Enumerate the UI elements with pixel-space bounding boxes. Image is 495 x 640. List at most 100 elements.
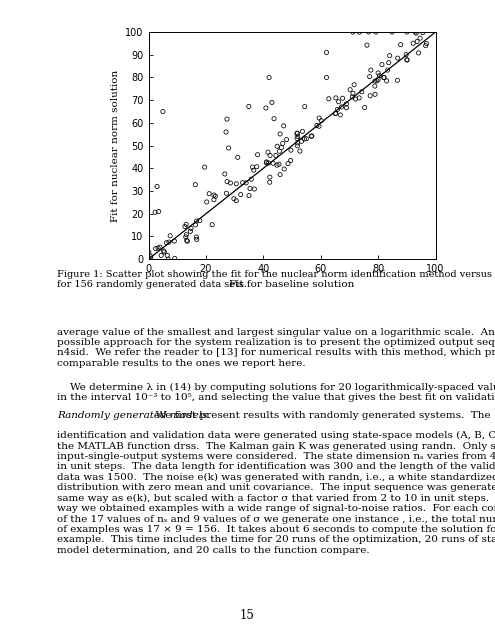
Point — [151, 243, 159, 253]
Point — [223, 177, 231, 187]
Point — [266, 150, 274, 161]
Point — [164, 254, 172, 264]
Point — [165, 237, 173, 247]
Point — [386, 51, 394, 61]
Point — [284, 159, 292, 169]
Point — [350, 79, 358, 90]
Point — [280, 121, 288, 131]
Point — [181, 221, 189, 232]
Point — [210, 195, 218, 205]
Point — [253, 161, 261, 172]
Point — [315, 121, 323, 131]
Point — [159, 106, 167, 116]
Point — [182, 232, 190, 242]
Point — [160, 247, 168, 257]
Point — [262, 157, 270, 168]
Point — [374, 68, 382, 78]
Point — [248, 174, 255, 184]
Point — [335, 97, 343, 107]
Point — [388, 27, 396, 37]
Point — [371, 89, 379, 99]
Point — [160, 246, 168, 256]
Point — [278, 142, 286, 152]
Point — [275, 146, 283, 156]
Text: Figure 1: Scatter plot showing the fit for the nuclear norm identification metho: Figure 1: Scatter plot showing the fit f… — [57, 270, 495, 289]
Point — [411, 27, 419, 37]
Point — [366, 91, 374, 101]
Point — [222, 127, 230, 137]
Point — [325, 93, 333, 104]
Point — [394, 75, 401, 85]
Point — [422, 40, 430, 51]
Text: We first present results with randomly generated systems.  The: We first present results with randomly g… — [149, 411, 491, 420]
Point — [221, 169, 229, 179]
Point — [301, 102, 309, 112]
Point — [294, 141, 301, 151]
Point — [394, 53, 401, 63]
Point — [250, 184, 258, 194]
Text: Randomly generated models.: Randomly generated models. — [57, 411, 211, 420]
Point — [298, 126, 306, 136]
Point — [273, 141, 281, 152]
Point — [163, 250, 171, 260]
Point — [210, 190, 218, 200]
X-axis label: Fit for baseline solution: Fit for baseline solution — [229, 280, 355, 289]
Point — [272, 150, 280, 161]
Point — [403, 27, 411, 37]
Point — [157, 250, 165, 260]
Point — [317, 116, 325, 126]
Point — [355, 27, 363, 37]
Point — [196, 216, 204, 226]
Point — [332, 93, 340, 103]
Point — [355, 93, 363, 103]
Point — [409, 38, 417, 49]
Point — [193, 232, 200, 242]
Point — [250, 165, 258, 175]
Point — [268, 97, 276, 108]
Point — [264, 147, 272, 157]
Point — [245, 191, 253, 201]
Point — [182, 220, 190, 230]
Point — [338, 102, 346, 112]
Point — [373, 76, 381, 86]
Point — [346, 84, 354, 95]
Point — [166, 230, 174, 241]
Point — [226, 178, 234, 188]
Point — [245, 101, 253, 111]
Point — [403, 54, 411, 65]
Point — [222, 188, 230, 198]
Point — [230, 194, 238, 204]
Point — [269, 158, 277, 168]
Point — [200, 162, 208, 172]
Point — [225, 143, 233, 153]
Point — [193, 234, 200, 244]
Point — [192, 180, 199, 190]
Point — [171, 253, 179, 264]
Point — [266, 177, 274, 188]
Point — [265, 72, 273, 83]
Point — [376, 70, 384, 81]
Point — [296, 146, 304, 156]
Point — [192, 220, 199, 230]
Point — [163, 237, 171, 248]
Point — [205, 189, 213, 199]
Point — [343, 102, 350, 113]
Point — [366, 72, 374, 82]
Point — [415, 48, 423, 58]
Point — [302, 134, 310, 144]
Point — [276, 129, 284, 139]
Point — [403, 55, 411, 65]
Point — [293, 133, 301, 143]
Point — [372, 27, 380, 37]
Point — [378, 60, 386, 70]
Point — [246, 184, 254, 194]
Y-axis label: Fit for nuclear norm solution: Fit for nuclear norm solution — [111, 70, 120, 221]
Point — [365, 27, 373, 37]
Point — [154, 243, 162, 253]
Point — [385, 58, 393, 68]
Point — [412, 28, 420, 38]
Text: We determine λ in (14) by computing solutions for 20 logarithmically-spaced valu: We determine λ in (14) by computing solu… — [57, 383, 495, 403]
Point — [313, 120, 321, 131]
Point — [294, 131, 302, 141]
Point — [413, 36, 421, 47]
